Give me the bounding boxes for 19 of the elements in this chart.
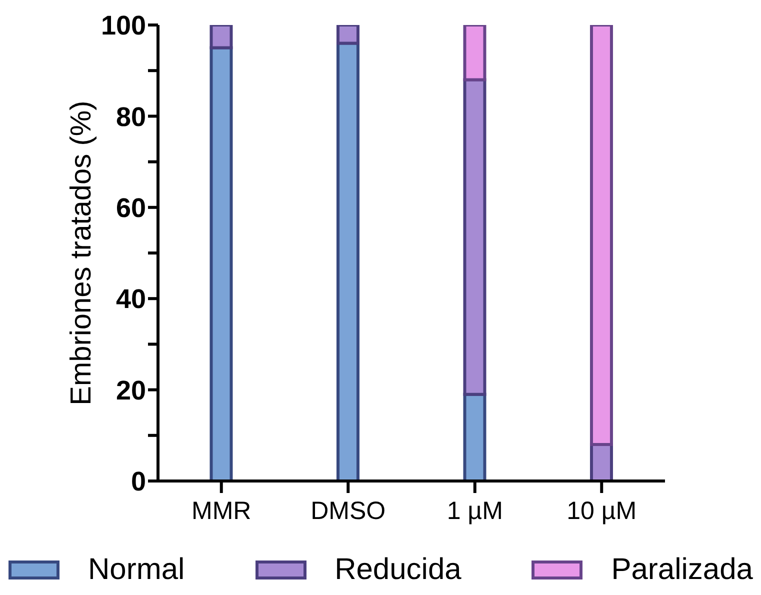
bar — [463, 78, 486, 396]
y-tick-label: 100 — [100, 10, 146, 41]
y-tick-label: 0 — [130, 466, 146, 497]
y-tick-label: 20 — [116, 375, 146, 406]
legend-label: Paralizada — [611, 553, 753, 587]
x-tick-label: DMSO — [310, 496, 386, 525]
bar — [336, 42, 360, 481]
bar — [336, 25, 360, 45]
legend-label: Reducida — [334, 553, 462, 587]
x-tick-label: 1 µM — [446, 496, 503, 525]
y-axis-title: Embriones tratados (%) — [65, 100, 98, 406]
bar — [463, 25, 486, 82]
y-tick-label: 60 — [116, 192, 146, 223]
y-tick-label: 80 — [116, 102, 146, 132]
x-tick-label: 10 µM — [566, 496, 637, 525]
legend-label: Normal — [88, 553, 185, 587]
x-tick-label: MMR — [192, 496, 252, 525]
bar — [210, 25, 233, 50]
y-tick-label: 40 — [116, 284, 146, 314]
